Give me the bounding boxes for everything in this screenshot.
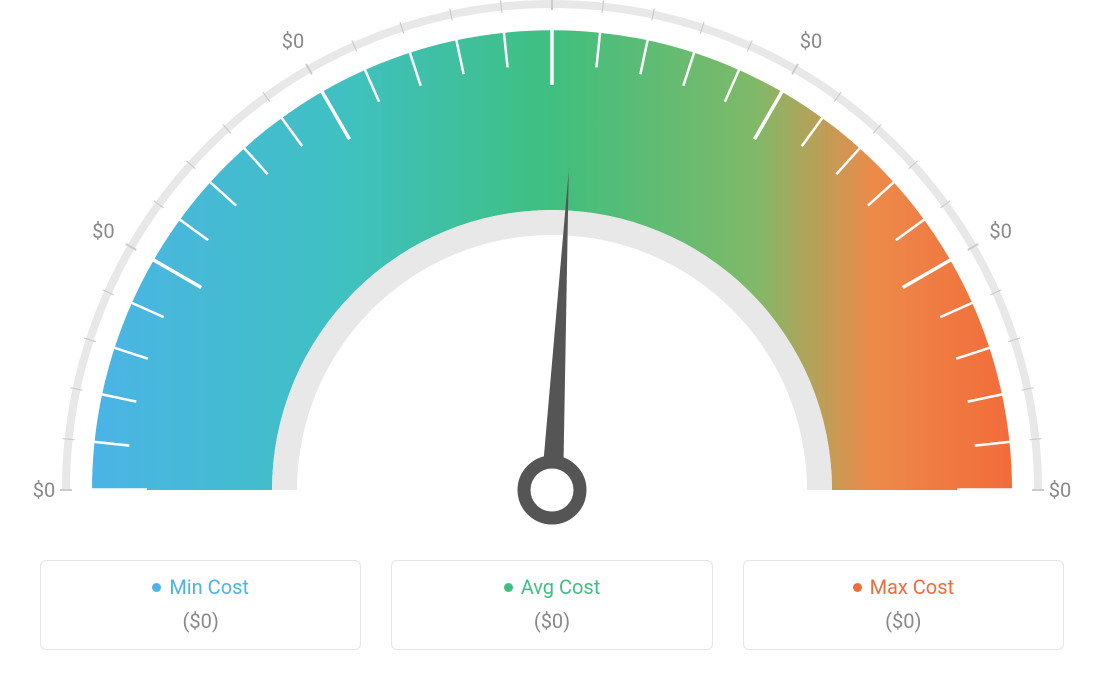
- gauge-chart-container: $0$0$0$0$0$0$0 Min Cost ($0) Avg Cost ($…: [0, 0, 1104, 690]
- legend-label: Min Cost: [169, 575, 249, 599]
- gauge-tick-label: $0: [989, 219, 1011, 243]
- legend-title-min: Min Cost: [152, 575, 249, 599]
- legend-title-avg: Avg Cost: [504, 575, 601, 599]
- legend-value: ($0): [402, 609, 701, 633]
- legend-title-max: Max Cost: [853, 575, 955, 599]
- legend-label: Avg Cost: [521, 575, 601, 599]
- gauge-tick-label: $0: [282, 29, 304, 53]
- gauge-tick-label: $0: [92, 219, 114, 243]
- gauge-tick-label: $0: [1049, 478, 1071, 502]
- legend-label: Max Cost: [870, 575, 955, 599]
- dot-icon: [152, 583, 161, 592]
- legend-value: ($0): [754, 609, 1053, 633]
- gauge-tick-label: $0: [33, 478, 55, 502]
- legend-card-avg: Avg Cost ($0): [391, 560, 712, 650]
- dot-icon: [504, 583, 513, 592]
- gauge-tick-label: $0: [800, 29, 822, 53]
- dot-icon: [853, 583, 862, 592]
- legend-row: Min Cost ($0) Avg Cost ($0) Max Cost ($0…: [0, 560, 1104, 650]
- legend-card-max: Max Cost ($0): [743, 560, 1064, 650]
- gauge-area: $0$0$0$0$0$0$0: [0, 0, 1104, 560]
- gauge-svg: [0, 0, 1104, 560]
- legend-value: ($0): [51, 609, 350, 633]
- legend-card-min: Min Cost ($0): [40, 560, 361, 650]
